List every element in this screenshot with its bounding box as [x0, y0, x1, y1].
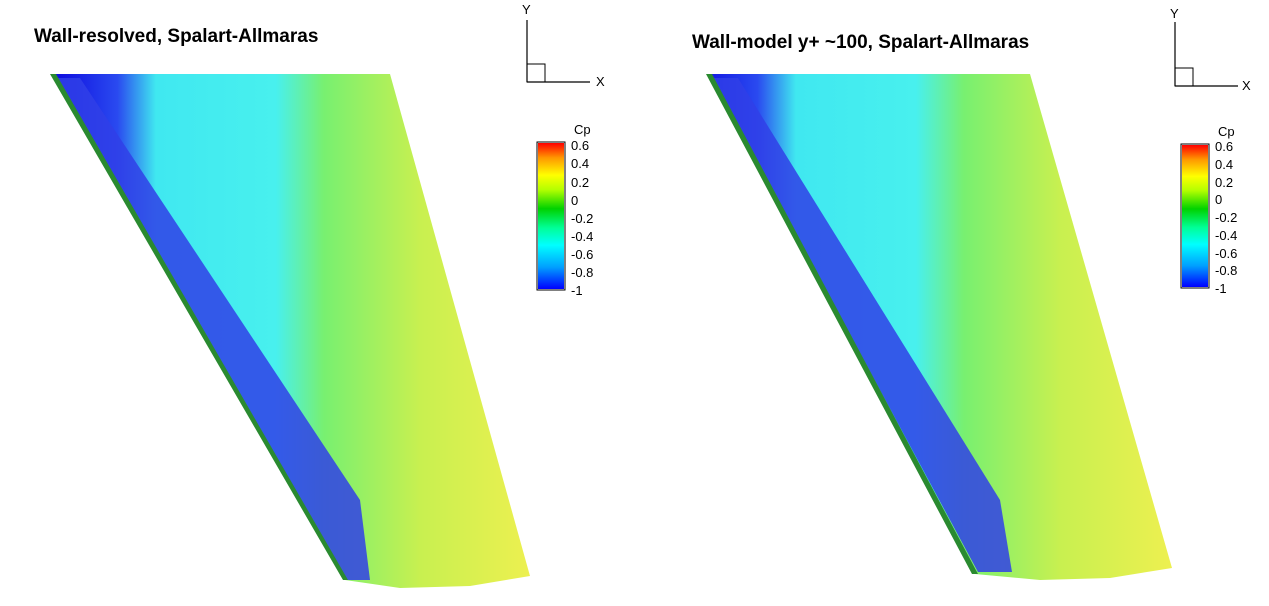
wing-surface	[52, 74, 530, 588]
colorbar	[536, 141, 566, 291]
colorbar-tick: -1	[571, 283, 583, 298]
colorbar-tick: -0.8	[571, 265, 594, 280]
axis-y-label: Y	[522, 2, 531, 17]
colorbar-tick: -0.6	[571, 247, 594, 262]
low-pressure-region	[712, 78, 1012, 572]
colorbar-tick: 0	[571, 193, 579, 208]
colorbar-tick: -0.8	[1215, 263, 1238, 278]
wing-contour-plot	[50, 20, 590, 588]
axis-triad	[1174, 22, 1238, 87]
panel-wall-model: Wall-model y+ ~100, Spalart-Allmaras Y X…	[640, 0, 1269, 606]
wing-surface	[708, 74, 1172, 580]
colorbar-tick: -0.4	[1215, 228, 1238, 243]
leading-edge-strip	[706, 74, 978, 574]
colorbar	[1180, 143, 1210, 289]
colorbar-title: Cp	[1218, 124, 1235, 139]
panel-title: Wall-model y+ ~100, Spalart-Allmaras	[692, 32, 1030, 53]
axis-x-label: X	[1242, 78, 1251, 93]
wing-contour-plot	[706, 22, 1238, 580]
axis-y-label: Y	[1170, 6, 1179, 21]
colorbar-tick: 0.4	[571, 156, 590, 171]
panel-wall-resolved: Wall-resolved, Spalart-Allmaras	[0, 0, 634, 606]
colorbar-tick: 0.6	[1215, 139, 1234, 154]
colorbar-tick: 0.2	[571, 175, 590, 190]
colorbar-tick: 0	[1215, 192, 1223, 207]
colorbar-tick: -0.4	[571, 229, 594, 244]
colorbar-tick: -0.2	[571, 211, 594, 226]
leading-edge-strip	[50, 74, 348, 580]
colorbar-tick: -1	[1215, 281, 1227, 296]
colorbar-tick: 0.6	[571, 138, 590, 153]
low-pressure-region	[55, 78, 370, 580]
axis-x-label: X	[596, 74, 605, 89]
colorbar-tick: -0.2	[1215, 210, 1238, 225]
colorbar-tick: 0.2	[1215, 175, 1234, 190]
panel-title: Wall-resolved, Spalart-Allmaras	[34, 26, 319, 47]
colorbar-tick: 0.4	[1215, 157, 1234, 172]
axis-triad	[526, 20, 590, 83]
colorbar-tick: -0.6	[1215, 246, 1238, 261]
colorbar-title: Cp	[574, 122, 591, 137]
